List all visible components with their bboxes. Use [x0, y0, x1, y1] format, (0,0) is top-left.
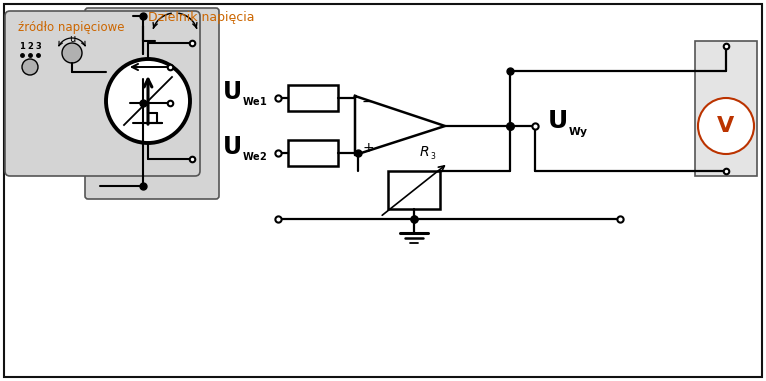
Text: $\mathbf{U}$: $\mathbf{U}$ [547, 109, 567, 133]
Text: $\mathbf{_{Wy}}$: $\mathbf{_{Wy}}$ [568, 125, 589, 139]
Circle shape [106, 59, 190, 143]
Text: −: − [362, 95, 374, 109]
Circle shape [698, 98, 754, 154]
FancyBboxPatch shape [5, 11, 200, 176]
Text: 1: 1 [19, 42, 25, 51]
Circle shape [158, 19, 192, 53]
Text: $\mathbf{_{We1}}$: $\mathbf{_{We1}}$ [242, 94, 267, 108]
Text: u: u [69, 34, 75, 44]
Circle shape [22, 59, 38, 75]
Circle shape [62, 43, 82, 63]
Text: V: V [718, 116, 735, 136]
FancyBboxPatch shape [695, 41, 757, 176]
FancyBboxPatch shape [85, 8, 219, 199]
Bar [388, 171, 440, 209]
Text: $_{3}$: $_{3}$ [430, 150, 437, 163]
Text: źródło napięciowe: źródło napięciowe [18, 21, 125, 34]
Text: $R$: $R$ [419, 145, 429, 159]
Text: $\mathbf{_{We2}}$: $\mathbf{_{We2}}$ [242, 149, 267, 163]
Text: 2: 2 [27, 42, 33, 51]
Text: Dzielnik napięcia: Dzielnik napięcia [148, 11, 254, 24]
Bar [288, 140, 338, 166]
Text: $\mathbf{U}$: $\mathbf{U}$ [222, 80, 241, 104]
Text: 3: 3 [35, 42, 41, 51]
Bar [288, 85, 338, 111]
Text: $\mathbf{U}$: $\mathbf{U}$ [222, 135, 241, 159]
Text: +: + [362, 141, 374, 155]
Bar [130, 54, 156, 79]
